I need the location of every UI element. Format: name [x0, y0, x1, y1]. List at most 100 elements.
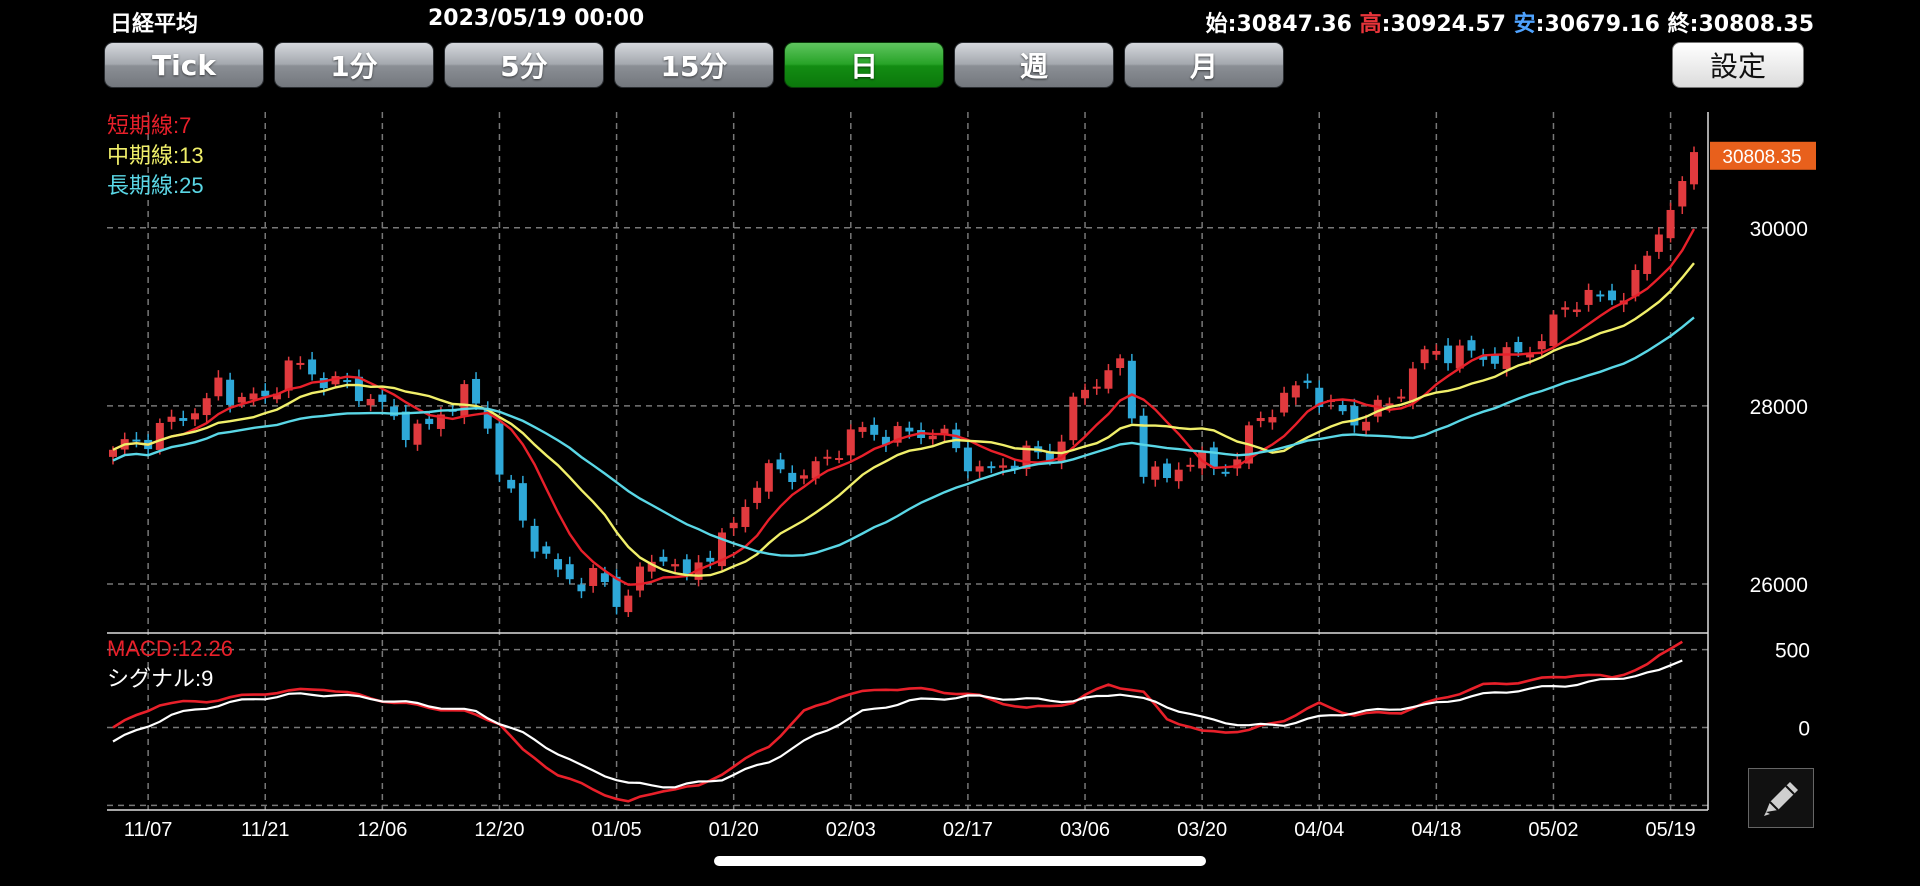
timeframe-day-button[interactable]: 日	[784, 42, 944, 88]
candle-body	[1045, 451, 1054, 461]
candle-body	[518, 483, 527, 521]
candle-body	[284, 360, 293, 391]
draw-tool-button[interactable]	[1748, 768, 1814, 828]
macd-y-tick-label: 0	[1798, 717, 1810, 740]
candle-body	[940, 428, 949, 435]
candle-body	[858, 427, 867, 432]
candle-body	[390, 406, 399, 417]
timeframe-1min-button[interactable]: 1分	[274, 42, 434, 88]
candle-body	[823, 456, 832, 459]
candle-body	[846, 429, 855, 456]
candle-body	[354, 376, 363, 402]
candle-body	[1303, 380, 1312, 383]
close-value: 30808.35	[1698, 12, 1814, 37]
candle-body	[460, 384, 469, 417]
candle-body	[1373, 399, 1382, 417]
candle-body	[1467, 340, 1476, 351]
pencil-icon	[1764, 782, 1798, 816]
candle-body	[1268, 417, 1277, 423]
high-key: 高	[1359, 12, 1382, 37]
candle-body	[565, 564, 574, 580]
timeframe-5min-button[interactable]: 5分	[444, 42, 604, 88]
candle-body	[1069, 396, 1078, 441]
candle-body	[624, 595, 633, 613]
candle-body	[987, 466, 996, 469]
candle-body	[1221, 471, 1230, 474]
candle-body	[226, 379, 235, 405]
candle-body	[1526, 354, 1535, 358]
chart-grid	[107, 112, 1708, 810]
candle-body	[788, 472, 797, 482]
candle-body	[249, 393, 258, 400]
candle-body	[472, 378, 481, 404]
candle-body	[1362, 421, 1371, 431]
candle-body	[1444, 345, 1453, 364]
macd-legend-label: MACD:12.26	[107, 636, 233, 661]
x-tick-label: 11/07	[124, 819, 173, 841]
x-tick-label: 05/19	[1646, 819, 1696, 841]
candle-body	[671, 564, 680, 567]
candle-body	[1116, 358, 1125, 368]
signal-line	[112, 659, 1683, 789]
candle-body	[1678, 181, 1687, 207]
x-tick-label: 01/20	[709, 819, 759, 841]
candle-body	[706, 557, 715, 562]
x-tick-label: 11/21	[241, 819, 290, 841]
candle-body	[589, 568, 598, 586]
timeframe-month-button[interactable]: 月	[1124, 42, 1284, 88]
candle-body	[717, 532, 726, 567]
candlestick-series	[109, 146, 1698, 618]
candle-body	[190, 413, 199, 420]
x-tick-label: 03/20	[1177, 819, 1227, 841]
y-tick-label: 28000	[1750, 396, 1808, 419]
candle-body	[905, 427, 914, 432]
candle-body	[378, 394, 387, 402]
candle-body	[483, 408, 492, 429]
settings-button[interactable]: 設定	[1672, 42, 1804, 88]
candle-body	[811, 461, 820, 479]
candle-body	[1256, 418, 1265, 422]
mid-ma-line	[112, 262, 1695, 577]
candle-body	[1420, 349, 1429, 364]
home-indicator	[714, 856, 1206, 866]
ma-legend-label: 短期線:7	[107, 113, 191, 138]
candle-body	[495, 423, 504, 475]
close-key: 終	[1667, 12, 1690, 37]
candle-body	[600, 573, 609, 583]
ma-legend-label: 長期線:25	[107, 173, 204, 198]
timeframe-tick-button[interactable]: Tick	[104, 42, 264, 88]
candle-body	[881, 436, 890, 445]
candle-body	[764, 463, 773, 492]
y-tick-label: 26000	[1750, 574, 1808, 597]
candle-body	[272, 393, 281, 400]
candle-body	[928, 435, 937, 440]
candle-body	[1057, 441, 1066, 462]
candle-body	[1631, 270, 1640, 297]
candle-body	[1350, 406, 1359, 426]
candle-body	[1455, 345, 1464, 369]
candle-body	[1174, 469, 1183, 482]
candle-body	[554, 559, 563, 570]
candle-body	[1127, 360, 1136, 419]
candle-body	[1561, 307, 1570, 310]
candle-body	[1432, 350, 1441, 355]
x-tick-label: 12/20	[474, 819, 524, 841]
candle-body	[963, 447, 972, 472]
candle-body	[1209, 447, 1218, 468]
candle-body	[870, 424, 879, 435]
timeframe-week-button[interactable]: 週	[954, 42, 1114, 88]
last-price-tag	[1710, 141, 1816, 170]
candle-body	[1151, 466, 1160, 480]
low-value: 30679.16	[1544, 12, 1660, 37]
x-tick-label: 04/04	[1294, 819, 1344, 841]
candle-body	[1081, 389, 1090, 399]
short-ma-line	[112, 228, 1696, 586]
candle-body	[1186, 464, 1195, 467]
candle-body	[1666, 209, 1675, 239]
y-tick-label: 30000	[1750, 218, 1808, 241]
timeframe-15min-button[interactable]: 15分	[614, 42, 774, 88]
candle-body	[237, 396, 246, 403]
candle-body	[1315, 387, 1324, 407]
macd-line	[112, 640, 1683, 803]
